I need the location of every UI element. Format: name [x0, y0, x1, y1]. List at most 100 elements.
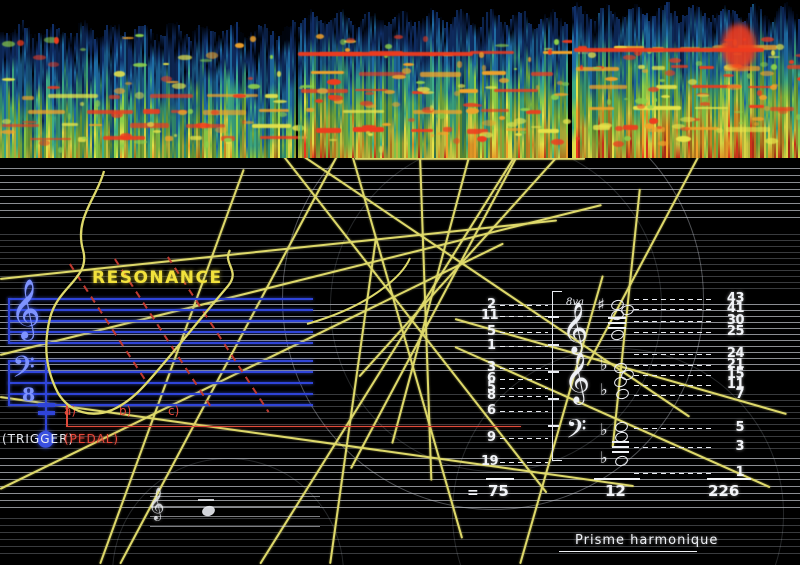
spectrogram-energy-blob [403, 62, 415, 67]
spectrogram-energy-blob [2, 78, 16, 82]
partial-number-right: 30 [726, 313, 745, 328]
spectrogram-energy-blob [119, 133, 133, 140]
spectrogram-partial-track [165, 136, 173, 142]
spectrogram-energy-blob [401, 68, 412, 75]
spectrogram-energy-blob [430, 134, 435, 137]
bracket-tick [548, 371, 559, 373]
spectrogram-energy-blob [429, 105, 433, 112]
spectrogram-energy-blob [328, 94, 343, 101]
spectrogram-partial-track [530, 72, 554, 76]
staff-left-barline [8, 298, 11, 344]
spectrogram-energy-blob [605, 77, 619, 82]
spectrogram-energy-blob [612, 141, 624, 147]
spectrogram-energy-blob [593, 66, 602, 69]
spectrogram-partial-track [482, 70, 506, 75]
spectrogram-energy-blob [641, 68, 648, 73]
partial-dash-row-right [634, 309, 712, 311]
spectrogram-energy-blob [173, 133, 178, 137]
spectrogram-partial-track [259, 109, 289, 113]
small-staff-line [150, 526, 320, 527]
spectrogram-energy-blob [153, 130, 162, 133]
spectrogram-energy-blob [562, 119, 572, 124]
spectrogram-energy-blob [165, 80, 180, 84]
spectrogram-partial-track [1, 124, 40, 128]
spectrogram-energy-blob [360, 101, 373, 107]
partial-dash-row-left [500, 346, 548, 348]
spectrogram-energy-blob [699, 102, 711, 107]
spectrogram-energy-blob [727, 84, 742, 91]
spectrogram-energy-blob [248, 76, 253, 80]
treble-clef-upper-icon: 𝄞 [562, 302, 589, 353]
spectrogram-energy-blob [623, 55, 636, 61]
spectrogram-energy-blob [54, 37, 60, 45]
bracket-tick [548, 344, 559, 346]
spectrogram-energy-blob [659, 79, 666, 83]
spectrogram-energy-blob [135, 34, 144, 37]
spectrogram-partial-track [358, 72, 407, 77]
partial-dash-row-right [634, 299, 712, 301]
partial-dash-row-left [500, 379, 548, 381]
partial-number-left: 11 [481, 308, 499, 323]
spectrogram-energy-blob [16, 39, 25, 46]
spectrogram-partial-track [86, 109, 134, 114]
system-staff-line [0, 500, 800, 501]
spectrogram-energy-blob [48, 62, 60, 67]
spectrogram-energy-blob [194, 122, 210, 129]
spectrogram-energy-blob [316, 34, 325, 40]
spectrogram-energy-blob [422, 90, 435, 95]
spectrogram-energy-blob [68, 112, 72, 120]
partial-number-left: 5 [487, 380, 496, 395]
spectrogram-energy-blob [797, 76, 800, 82]
spectrogram-energy-blob [384, 44, 392, 49]
partial-number-right: 15 [726, 367, 745, 382]
spectrogram-energy-blob [407, 117, 416, 123]
spectrogram-energy-blob [456, 61, 463, 68]
spectrogram-energy-blob [384, 89, 395, 94]
spectrogram-partial-track [494, 88, 539, 93]
spectrogram-energy-blob [485, 85, 498, 89]
spectrogram-partial-track [466, 129, 488, 135]
spectrogram-energy-blob [2, 41, 15, 48]
spectrogram-energy-blob [435, 113, 446, 120]
spectrogram-partial-track [656, 85, 677, 89]
partial-number-left: 2 [487, 297, 496, 312]
spectrogram-energy-blob [562, 39, 575, 44]
spectrogram-energy-blob [38, 140, 50, 147]
spectrogram-partial-track [352, 127, 384, 132]
spectrogram-energy-blob [365, 92, 374, 95]
spectrogram-energy-blob [163, 62, 169, 66]
spectrogram-energy-blob [635, 98, 649, 105]
spectrogram-energy-blob [22, 120, 38, 123]
spectrogram-energy-blob [613, 46, 628, 49]
spectrogram-energy-blob [113, 71, 126, 77]
spectrogram-energy-blob [765, 137, 778, 144]
spectrogram-energy-blob [1, 129, 16, 135]
partial-number-left: 6 [487, 403, 496, 418]
spectrogram-energy-blob [134, 140, 147, 144]
spectrogram-partial-track [694, 106, 729, 110]
spectrogram-energy-blob [634, 49, 643, 57]
partial-number-right: 5 [735, 420, 744, 435]
system-staff-line [0, 532, 800, 533]
spectrogram-energy-blob [58, 146, 64, 154]
fraction-bar [594, 478, 640, 480]
small-staff-line [150, 496, 320, 497]
spectrogram-energy-blob [416, 86, 430, 92]
spectrogram-segment [572, 0, 800, 158]
spectrogram-energy-blob [250, 36, 256, 43]
fraction-denominator-3: 226 [708, 482, 740, 500]
spectrogram-energy-blob [788, 60, 794, 65]
spectrogram-energy-blob [535, 84, 539, 91]
spectrogram-energy-blob [134, 92, 145, 99]
spectrogram-energy-blob [515, 132, 523, 136]
blue-beam [38, 403, 55, 407]
spectrogram-partial-track [480, 109, 510, 113]
spectrogram-energy-blob [623, 97, 629, 100]
spectrogram-partial-track [252, 124, 291, 129]
spectrogram-energy-blob [697, 93, 709, 97]
bass-staff-line [8, 371, 313, 373]
spectrogram-energy-blob [215, 126, 228, 134]
spectrogram-partial-track [543, 50, 590, 55]
spectrogram-energy-blob [738, 122, 744, 125]
